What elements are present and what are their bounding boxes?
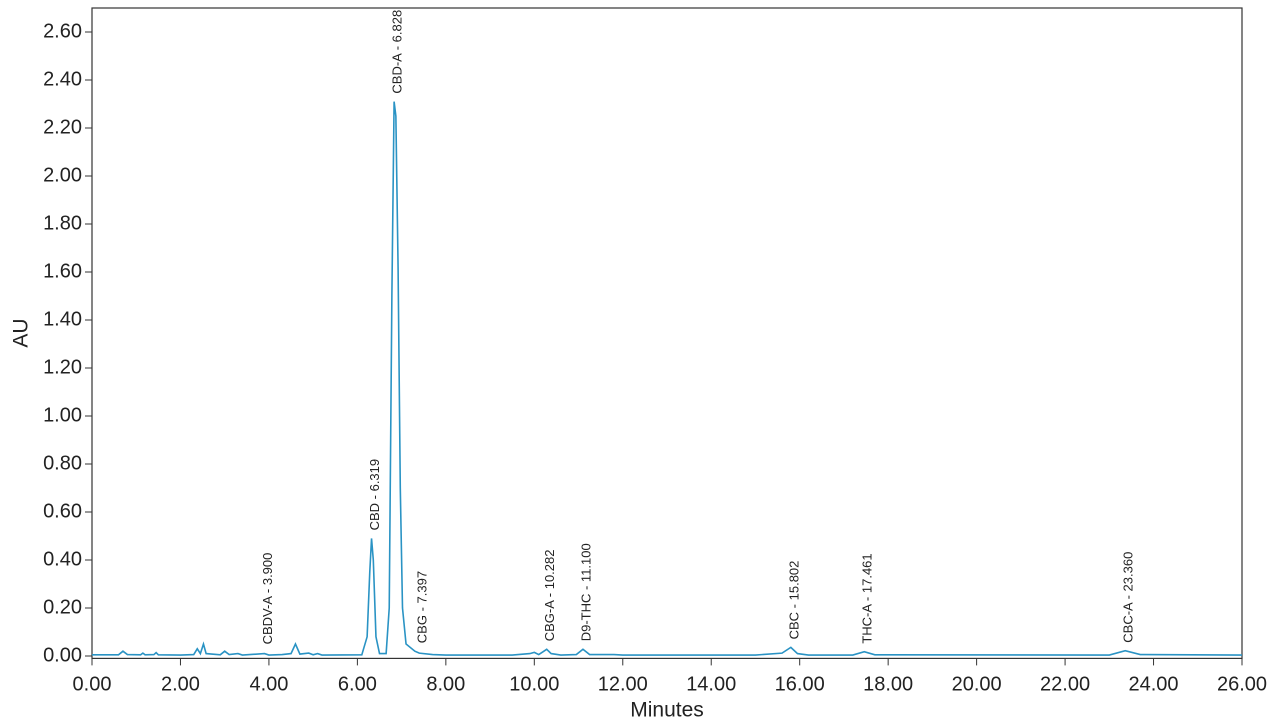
plot-frame [91, 7, 1243, 660]
x-tick-label: 14.00 [686, 674, 736, 696]
x-tick-label: 6.00 [338, 674, 377, 696]
x-tick-label: 24.00 [1129, 674, 1179, 696]
peak-label: CBG - 7.397 [415, 571, 430, 643]
y-tick-label: 0.40 [43, 548, 82, 570]
x-axis-label: Minutes [630, 699, 704, 722]
x-tick-label: 12.00 [598, 674, 648, 696]
peak-label: CBC - 15.802 [786, 561, 801, 640]
trace [92, 101, 1243, 656]
x-tick-label: 0.00 [73, 674, 112, 696]
peak-label: CBD - 6.319 [367, 459, 382, 531]
peak-label: CBC-A - 23.360 [1121, 552, 1136, 643]
y-tick-label: 0.00 [43, 644, 82, 666]
y-tick-label: 1.20 [43, 356, 82, 378]
peak-label: CBG-A - 10.282 [542, 549, 557, 641]
y-tick-label: 1.60 [43, 260, 82, 282]
y-tick-label: 2.20 [43, 116, 82, 138]
y-tick-label: 2.60 [43, 20, 82, 42]
y-tick-label: 0.20 [43, 596, 82, 618]
y-tick-label: 1.80 [43, 212, 82, 234]
y-tick-label: 1.00 [43, 404, 82, 426]
y-tick-label: 0.80 [43, 452, 82, 474]
x-tick-label: 4.00 [249, 674, 288, 696]
y-tick-label: 2.00 [43, 164, 82, 186]
x-tick-label: 16.00 [775, 674, 825, 696]
x-tick-label: 10.00 [509, 674, 559, 696]
x-tick-label: 8.00 [426, 674, 465, 696]
y-tick-label: 2.40 [43, 68, 82, 90]
x-tick-label: 2.00 [161, 674, 200, 696]
x-tick-label: 18.00 [863, 674, 913, 696]
x-tick-label: 22.00 [1040, 674, 1090, 696]
x-tick-label: 26.00 [1217, 674, 1267, 696]
peak-label: CBDV-A - 3.900 [260, 553, 275, 645]
peak-label: D9-THC - 11.100 [578, 543, 593, 641]
x-tick-label: 20.00 [952, 674, 1002, 696]
y-axis-label: AU [10, 318, 33, 347]
y-tick-label: 0.60 [43, 500, 82, 522]
y-tick-label: 1.40 [43, 308, 82, 330]
peak-label: THC-A - 17.461 [860, 553, 875, 643]
peak-label: CBD-A - 6.828 [389, 10, 404, 94]
